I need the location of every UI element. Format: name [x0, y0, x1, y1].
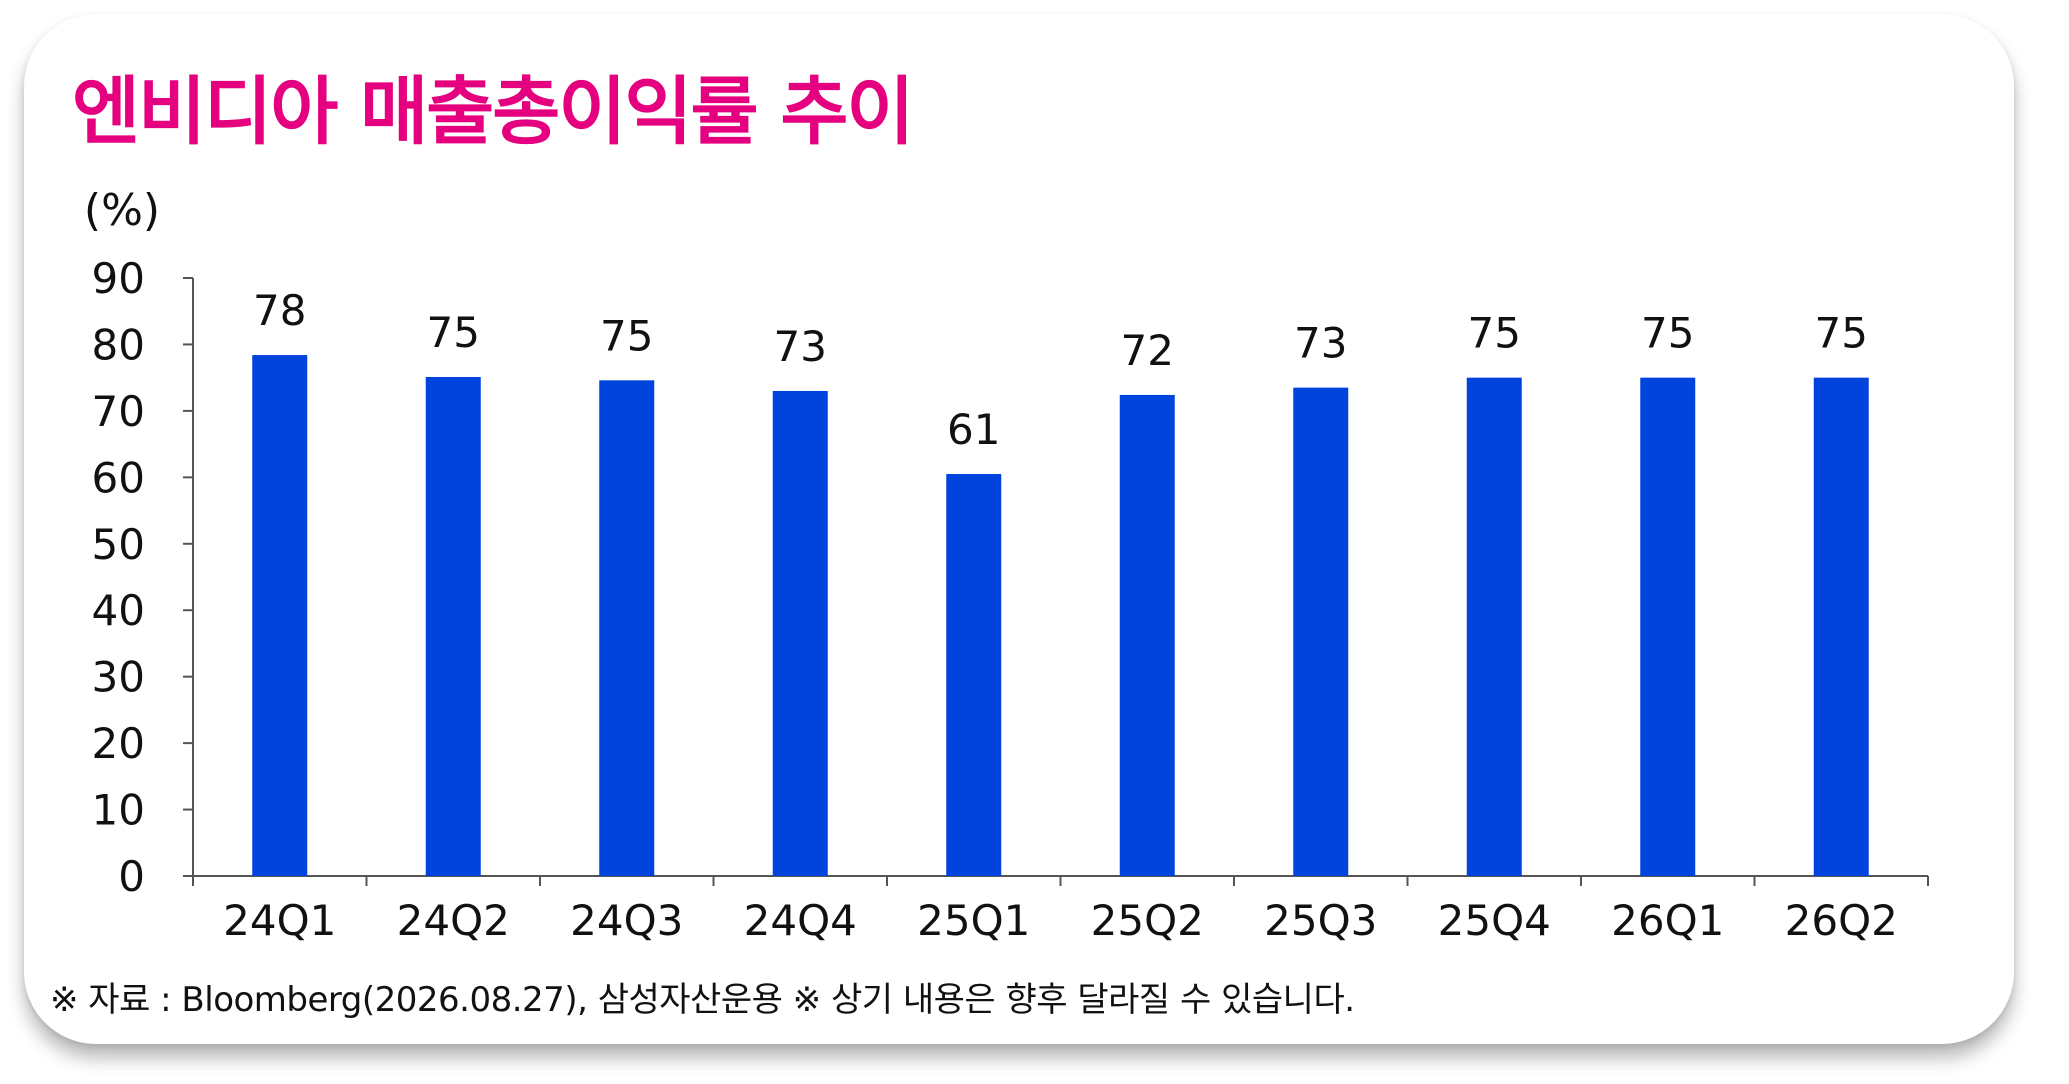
- data-label-24Q1: 78: [253, 286, 306, 335]
- data-label-26Q2: 75: [1815, 309, 1868, 358]
- y-tick-label: 10: [92, 786, 145, 835]
- x-tick-label-24Q4: 24Q4: [744, 896, 857, 945]
- chart-title: 엔비디아 매출총이익률 추이: [72, 69, 914, 155]
- y-tick-label: 0: [118, 852, 145, 901]
- y-axis-unit-label: (%): [84, 185, 160, 236]
- bar-25Q2: [1119, 394, 1175, 876]
- bar-25Q3: [1293, 387, 1349, 876]
- chart-bars: [252, 355, 1869, 876]
- bar-24Q2: [425, 377, 481, 876]
- y-tick-label: 90: [92, 254, 145, 303]
- chart-axes: [183, 277, 1929, 886]
- y-tick-label: 60: [92, 453, 145, 502]
- x-tick-label-25Q1: 25Q1: [917, 896, 1030, 945]
- data-label-25Q4: 75: [1468, 309, 1521, 358]
- bar-24Q3: [599, 380, 655, 876]
- x-tick-label-25Q2: 25Q2: [1091, 896, 1204, 945]
- x-tick-label-24Q2: 24Q2: [397, 896, 510, 945]
- y-tick-label: 50: [92, 520, 145, 569]
- chart-labels: (%) 0 10 20 30 40 50 60 70 80 90 78 24Q1 75 24Q2 75 24Q3…: [84, 185, 1898, 945]
- bar-26Q2: [1813, 377, 1869, 876]
- y-tick-label: 70: [92, 387, 145, 436]
- data-label-24Q3: 75: [600, 311, 653, 360]
- bar-24Q4: [772, 390, 828, 876]
- y-tick-label: 80: [92, 320, 145, 369]
- x-tick-label-24Q3: 24Q3: [570, 896, 683, 945]
- x-tick-label-24Q1: 24Q1: [223, 896, 336, 945]
- bar-26Q1: [1640, 377, 1696, 876]
- x-tick-label-25Q4: 25Q4: [1438, 896, 1551, 945]
- bar-25Q1: [946, 474, 1002, 876]
- y-tick-label: 40: [92, 586, 145, 635]
- data-label-25Q2: 72: [1121, 326, 1174, 375]
- data-label-25Q1: 61: [947, 405, 1000, 454]
- y-tick-label: 20: [92, 719, 145, 768]
- data-label-24Q4: 73: [774, 322, 827, 371]
- x-tick-label-25Q3: 25Q3: [1264, 896, 1377, 945]
- source-footnote: ※ 자료 : Bloomberg(2026.08.27), 삼성자산운용 ※ 상…: [50, 980, 1355, 1020]
- bar-25Q4: [1466, 377, 1522, 876]
- x-tick-label-26Q1: 26Q1: [1611, 896, 1724, 945]
- data-label-25Q3: 73: [1294, 319, 1347, 368]
- data-label-26Q1: 75: [1641, 309, 1694, 358]
- x-tick-label-26Q2: 26Q2: [1785, 896, 1898, 945]
- bar-24Q1: [252, 355, 308, 876]
- data-label-24Q2: 75: [427, 308, 480, 357]
- y-tick-label: 30: [92, 653, 145, 702]
